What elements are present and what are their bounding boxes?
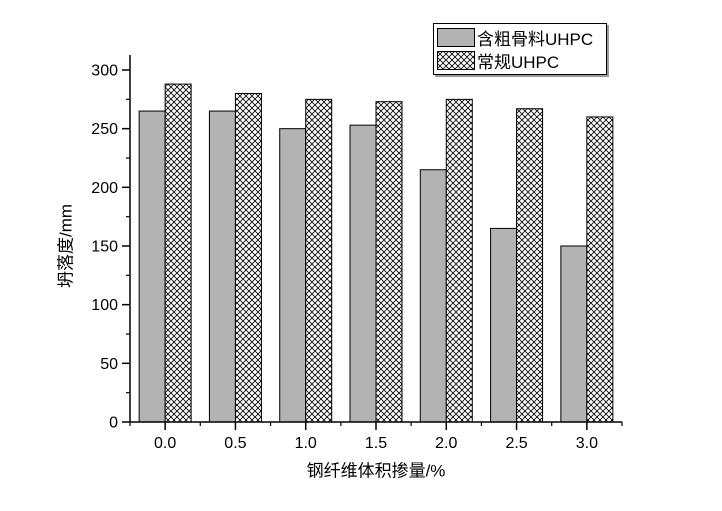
legend-label-coarse-aggregate-uhpc: 含粗骨料UHPC — [477, 30, 594, 49]
legend-swatch-crosshatch — [437, 51, 475, 70]
y-tick-label-0: 0 — [109, 415, 118, 432]
legend-label-conventional-uhpc: 常规UHPC — [477, 53, 560, 72]
bar-conventional-uhpc-0.5 — [234, 92, 262, 423]
y-tick-label-300: 300 — [91, 63, 118, 80]
bar-conventional-uhpc-1.5 — [375, 101, 403, 423]
bar-coarse-aggregate-uhpc-0.5 — [208, 110, 236, 423]
bar-conventional-uhpc-0.0 — [164, 83, 192, 423]
legend: 含粗骨料UHPC 常规UHPC — [433, 23, 607, 75]
legend-swatch-solid-gray — [437, 28, 475, 47]
x-tick-label-0.5: 0.5 — [224, 435, 246, 452]
bar-coarse-aggregate-uhpc-2.5 — [490, 227, 518, 423]
x-tick-label-3.0: 3.0 — [576, 435, 598, 452]
bar-coarse-aggregate-uhpc-0.0 — [138, 110, 166, 423]
bar-coarse-aggregate-uhpc-2.0 — [419, 169, 447, 423]
y-tick-label-50: 50 — [100, 356, 118, 373]
bar-coarse-aggregate-uhpc-3.0 — [560, 245, 588, 423]
x-tick-label-0.0: 0.0 — [154, 435, 176, 452]
y-tick-label-100: 100 — [91, 297, 118, 314]
y-tick-label-250: 250 — [91, 121, 118, 138]
bar-conventional-uhpc-2.5 — [516, 108, 544, 423]
x-tick-label-1.0: 1.0 — [295, 435, 317, 452]
bar-coarse-aggregate-uhpc-1.0 — [279, 128, 307, 423]
x-tick-label-1.5: 1.5 — [365, 435, 387, 452]
legend-item-conventional-uhpc: 常规UHPC — [437, 49, 606, 72]
y-tick-label-150: 150 — [91, 239, 118, 256]
bar-conventional-uhpc-1.0 — [305, 98, 333, 423]
bar-conventional-uhpc-3.0 — [586, 116, 614, 423]
x-tick-label-2.5: 2.5 — [505, 435, 527, 452]
y-axis-title: 坍落度/mm — [56, 203, 76, 289]
bar-conventional-uhpc-2.0 — [445, 98, 473, 423]
legend-item-coarse-aggregate-uhpc: 含粗骨料UHPC — [437, 26, 606, 49]
bar-coarse-aggregate-uhpc-1.5 — [349, 124, 377, 423]
x-tick-label-2.0: 2.0 — [435, 435, 457, 452]
y-tick-label-200: 200 — [91, 180, 118, 197]
x-axis-title: 钢纤维体积掺量/% — [306, 461, 446, 481]
